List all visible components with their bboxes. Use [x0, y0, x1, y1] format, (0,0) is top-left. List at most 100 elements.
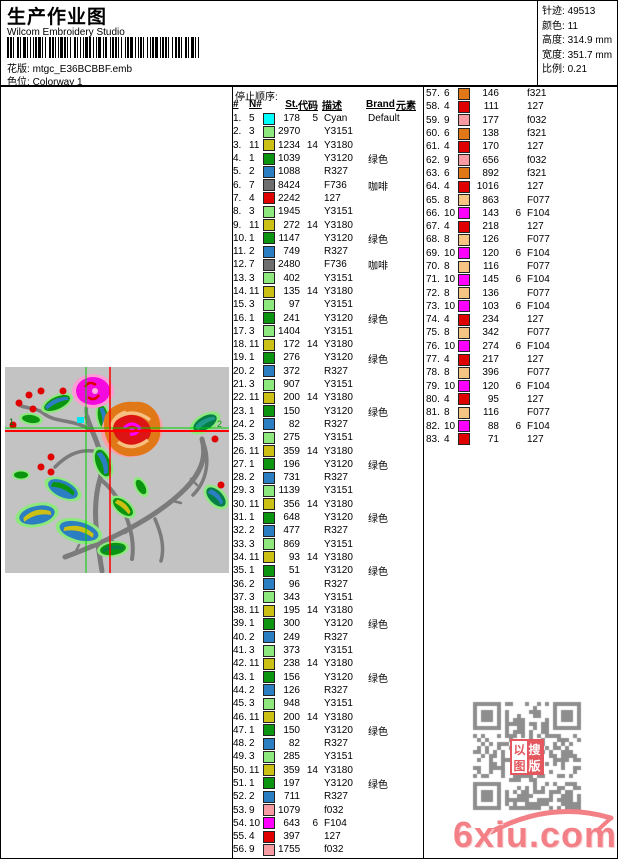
row-thread-desc: Y3151: [324, 698, 353, 710]
row-code: 14: [306, 711, 318, 723]
table-row: 66. 10 143 6 F104: [426, 207, 601, 220]
row-needle-number: 11: [249, 139, 260, 151]
row-stitch-count: 170: [482, 141, 499, 153]
table-row: 31. 1 648 Y3120 绿色: [233, 511, 398, 525]
row-code: 14: [306, 339, 318, 351]
row-needle-number: 11: [249, 551, 260, 563]
row-thread-desc: F077: [527, 407, 550, 419]
row-stitch-count: 96: [288, 578, 300, 590]
row-needle-number: 3: [249, 485, 255, 497]
thread-color-chip: [458, 207, 470, 220]
row-needle-number: 3: [249, 126, 255, 138]
row-thread-desc: 127: [527, 354, 544, 366]
thread-color-chip: [458, 353, 470, 366]
row-thread-desc: F104: [527, 247, 550, 259]
table-row: 39. 1 300 Y3120 绿色: [233, 617, 398, 631]
table-row: 56. 9 1755 f032: [233, 843, 398, 856]
row-stitch-count: 285: [283, 751, 300, 763]
row-index: 58.: [426, 101, 440, 113]
row-needle-number: 8: [444, 327, 450, 339]
row-needle-number: 9: [249, 844, 255, 856]
row-index: 13.: [233, 272, 247, 284]
row-index: 54.: [233, 817, 247, 829]
row-stitch-count: 275: [283, 432, 300, 444]
row-stitch-count: 2242: [278, 192, 301, 204]
thread-color-chip: [263, 777, 275, 790]
row-needle-number: 1: [249, 724, 255, 736]
row-needle-number: 11: [249, 392, 260, 404]
row-stitch-count: 907: [283, 379, 300, 391]
row-thread-desc: Y3120: [324, 232, 353, 244]
thread-color-chip: [263, 524, 275, 537]
row-needle-number: 2: [249, 738, 255, 750]
row-index: 31.: [233, 512, 247, 524]
row-stitch-count: 249: [283, 631, 300, 643]
row-stitch-count: 648: [283, 512, 300, 524]
table-row: 45. 3 948 Y3151: [233, 697, 398, 710]
row-stitch-count: 1016: [476, 181, 499, 193]
row-stitch-count: 93: [288, 551, 300, 563]
row-index: 69.: [426, 247, 440, 259]
table-row: 23. 1 150 Y3120 绿色: [233, 405, 398, 419]
row-thread-desc: f321: [527, 88, 547, 100]
row-index: 7.: [233, 192, 242, 204]
row-index: 33.: [233, 538, 247, 550]
row-stitch-count: 197: [283, 777, 300, 789]
row-index: 73.: [426, 300, 440, 312]
row-index: 11.: [233, 246, 247, 258]
table-row: 33. 3 869 Y3151: [233, 538, 398, 551]
thread-color-chip: [263, 232, 275, 245]
leaves: [12, 392, 229, 558]
row-stitch-count: 120: [482, 380, 499, 392]
row-needle-number: 6: [444, 88, 450, 100]
thread-color-chip: [458, 393, 470, 406]
row-thread-desc: Y3120: [324, 405, 353, 417]
row-needle-number: 9: [444, 154, 450, 166]
row-stitch-count: 103: [482, 300, 499, 312]
row-index: 56.: [233, 844, 247, 856]
row-index: 80.: [426, 393, 440, 405]
row-brand: Default: [368, 113, 400, 125]
row-thread-desc: Y3120: [324, 312, 353, 324]
row-needle-number: 10: [444, 420, 456, 432]
app-name: Wilcom Embroidery Studio: [7, 27, 125, 38]
row-needle-number: 3: [249, 645, 255, 657]
row-stitch-count: 359: [283, 764, 300, 776]
table-row: 9. 11 272 14 Y3180: [233, 218, 398, 232]
row-thread-desc: 127: [527, 101, 544, 113]
row-thread-desc: R327: [324, 631, 348, 643]
row-index: 72.: [426, 287, 440, 299]
row-thread-desc: F077: [527, 194, 550, 206]
row-index: 50.: [233, 764, 247, 776]
thread-color-chip: [263, 737, 275, 750]
table-row: 58. 4 111 127: [426, 100, 601, 113]
row-code: 14: [306, 605, 318, 617]
stat-stitches: 针迹: 49513: [542, 6, 596, 17]
row-stitch-count: 1147: [278, 232, 300, 244]
row-stitch-count: 402: [283, 272, 300, 284]
row-needle-number: 8: [444, 234, 450, 246]
table-row: 10. 1 1147 Y3120 绿色: [233, 232, 398, 246]
thread-color-chip: [263, 351, 275, 364]
row-brand: 绿色: [368, 155, 388, 167]
row-needle-number: 8: [444, 261, 450, 272]
table-row: 67. 4 218 127: [426, 220, 601, 233]
row-stitch-count: 2970: [278, 126, 301, 138]
table-row: 4. 1 1039 Y3120 绿色: [233, 152, 398, 167]
row-index: 62.: [426, 154, 440, 166]
row-brand: 咖啡: [368, 261, 388, 273]
row-thread-desc: Y3120: [324, 565, 353, 577]
row-needle-number: 4: [444, 393, 450, 405]
row-index: 6.: [233, 179, 242, 191]
row-index: 19.: [233, 352, 247, 364]
row-thread-desc: Y3151: [324, 485, 353, 497]
table-row: 37. 3 343 Y3151: [233, 591, 398, 604]
row-index: 32.: [233, 525, 247, 537]
thread-color-chip: [263, 711, 275, 723]
row-thread-desc: Y3180: [324, 658, 353, 670]
row-stitch-count: 234: [482, 314, 499, 326]
row-stitch-count: 172: [283, 339, 300, 351]
row-needle-number: 6: [444, 128, 450, 140]
row-needle-number: 4: [444, 221, 450, 233]
row-thread-desc: R327: [324, 166, 348, 178]
